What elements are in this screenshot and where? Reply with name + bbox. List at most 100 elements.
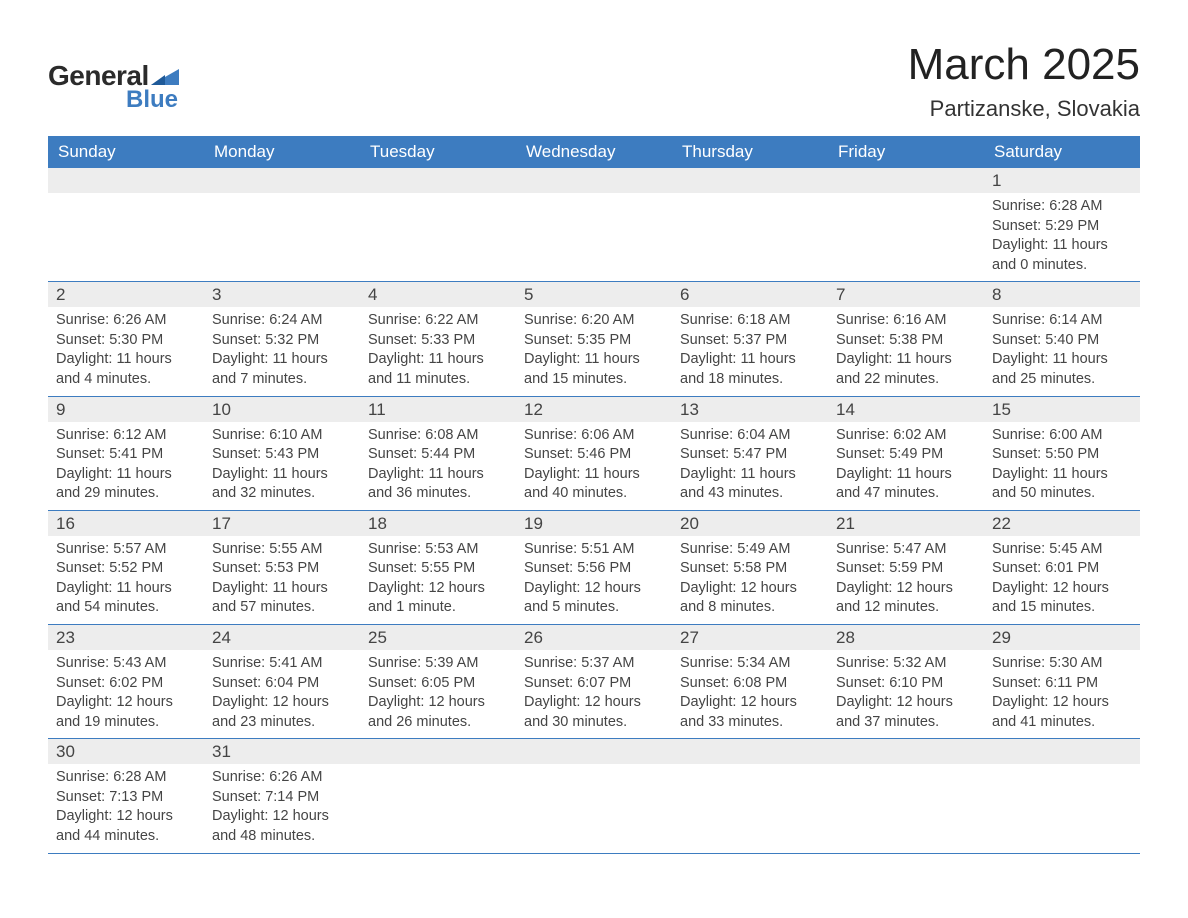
sunrise-line: Sunrise: 5:39 AM [368, 654, 508, 674]
sunset-line: Sunset: 6:02 PM [56, 674, 196, 694]
daylight-line: Daylight: 11 hours and 18 minutes. [680, 350, 820, 389]
daylight-line: Daylight: 11 hours and 4 minutes. [56, 350, 196, 389]
day-cell: 13Sunrise: 6:04 AMSunset: 5:47 PMDayligh… [672, 397, 828, 510]
sunrise-line: Sunrise: 6:06 AM [524, 426, 664, 446]
daylight-line: Daylight: 11 hours and 36 minutes. [368, 465, 508, 504]
day-cell: 7Sunrise: 6:16 AMSunset: 5:38 PMDaylight… [828, 282, 984, 395]
day-content: Sunrise: 6:04 AMSunset: 5:47 PMDaylight:… [672, 422, 828, 510]
daylight-line: Daylight: 11 hours and 29 minutes. [56, 465, 196, 504]
sunrise-line: Sunrise: 5:30 AM [992, 654, 1132, 674]
weekday-header: Monday [204, 136, 360, 168]
daylight-line: Daylight: 11 hours and 25 minutes. [992, 350, 1132, 389]
sunset-line: Sunset: 6:11 PM [992, 674, 1132, 694]
empty-cell [984, 739, 1140, 852]
daylight-line: Daylight: 12 hours and 37 minutes. [836, 693, 976, 732]
day-cell: 10Sunrise: 6:10 AMSunset: 5:43 PMDayligh… [204, 397, 360, 510]
daylight-line: Daylight: 12 hours and 41 minutes. [992, 693, 1132, 732]
day-cell: 2Sunrise: 6:26 AMSunset: 5:30 PMDaylight… [48, 282, 204, 395]
sunrise-line: Sunrise: 5:57 AM [56, 540, 196, 560]
sunset-line: Sunset: 5:52 PM [56, 559, 196, 579]
daylight-line: Daylight: 11 hours and 47 minutes. [836, 465, 976, 504]
day-content: Sunrise: 6:22 AMSunset: 5:33 PMDaylight:… [360, 307, 516, 395]
empty-cell [828, 168, 984, 281]
day-content: Sunrise: 6:02 AMSunset: 5:49 PMDaylight:… [828, 422, 984, 510]
empty-cell [516, 739, 672, 852]
day-cell: 15Sunrise: 6:00 AMSunset: 5:50 PMDayligh… [984, 397, 1140, 510]
day-content: Sunrise: 5:41 AMSunset: 6:04 PMDaylight:… [204, 650, 360, 738]
day-cell: 11Sunrise: 6:08 AMSunset: 5:44 PMDayligh… [360, 397, 516, 510]
sunset-line: Sunset: 6:04 PM [212, 674, 352, 694]
daylight-line: Daylight: 12 hours and 1 minute. [368, 579, 508, 618]
day-content: Sunrise: 6:18 AMSunset: 5:37 PMDaylight:… [672, 307, 828, 395]
day-cell: 4Sunrise: 6:22 AMSunset: 5:33 PMDaylight… [360, 282, 516, 395]
logo: General Blue [48, 60, 179, 114]
week-row: 2Sunrise: 6:26 AMSunset: 5:30 PMDaylight… [48, 281, 1140, 395]
day-cell: 14Sunrise: 6:02 AMSunset: 5:49 PMDayligh… [828, 397, 984, 510]
day-cell: 3Sunrise: 6:24 AMSunset: 5:32 PMDaylight… [204, 282, 360, 395]
empty-cell [828, 739, 984, 852]
day-number: 21 [828, 511, 984, 536]
sunset-line: Sunset: 5:43 PM [212, 445, 352, 465]
day-content: Sunrise: 6:20 AMSunset: 5:35 PMDaylight:… [516, 307, 672, 395]
daylight-line: Daylight: 12 hours and 26 minutes. [368, 693, 508, 732]
day-number: 4 [360, 282, 516, 307]
weeks-container: 1Sunrise: 6:28 AMSunset: 5:29 PMDaylight… [48, 168, 1140, 854]
sunrise-line: Sunrise: 6:28 AM [56, 768, 196, 788]
day-content: Sunrise: 6:26 AMSunset: 7:14 PMDaylight:… [204, 764, 360, 852]
logo-text-sub: Blue [126, 86, 178, 114]
sunrise-line: Sunrise: 5:55 AM [212, 540, 352, 560]
header: General Blue March 2025 Partizanske, Slo… [48, 40, 1140, 122]
sunrise-line: Sunrise: 6:02 AM [836, 426, 976, 446]
sunset-line: Sunset: 5:40 PM [992, 331, 1132, 351]
sunset-line: Sunset: 5:47 PM [680, 445, 820, 465]
day-number: 28 [828, 625, 984, 650]
daylight-line: Daylight: 12 hours and 5 minutes. [524, 579, 664, 618]
sunrise-line: Sunrise: 6:20 AM [524, 311, 664, 331]
sunset-line: Sunset: 5:37 PM [680, 331, 820, 351]
day-number: 27 [672, 625, 828, 650]
sunrise-line: Sunrise: 6:24 AM [212, 311, 352, 331]
day-number: 14 [828, 397, 984, 422]
day-cell: 30Sunrise: 6:28 AMSunset: 7:13 PMDayligh… [48, 739, 204, 852]
sunrise-line: Sunrise: 5:43 AM [56, 654, 196, 674]
daylight-line: Daylight: 11 hours and 7 minutes. [212, 350, 352, 389]
day-content: Sunrise: 5:49 AMSunset: 5:58 PMDaylight:… [672, 536, 828, 624]
day-number: 7 [828, 282, 984, 307]
weekday-header: Friday [828, 136, 984, 168]
sunset-line: Sunset: 5:56 PM [524, 559, 664, 579]
daylight-line: Daylight: 11 hours and 40 minutes. [524, 465, 664, 504]
sunrise-line: Sunrise: 5:45 AM [992, 540, 1132, 560]
empty-cell [360, 168, 516, 281]
day-content: Sunrise: 5:30 AMSunset: 6:11 PMDaylight:… [984, 650, 1140, 738]
day-number: 11 [360, 397, 516, 422]
day-cell: 23Sunrise: 5:43 AMSunset: 6:02 PMDayligh… [48, 625, 204, 738]
daylight-line: Daylight: 12 hours and 23 minutes. [212, 693, 352, 732]
sunset-line: Sunset: 5:49 PM [836, 445, 976, 465]
sunrise-line: Sunrise: 6:12 AM [56, 426, 196, 446]
day-cell: 28Sunrise: 5:32 AMSunset: 6:10 PMDayligh… [828, 625, 984, 738]
empty-day-bar [672, 739, 828, 764]
day-cell: 9Sunrise: 6:12 AMSunset: 5:41 PMDaylight… [48, 397, 204, 510]
day-number: 9 [48, 397, 204, 422]
sunrise-line: Sunrise: 6:22 AM [368, 311, 508, 331]
sunset-line: Sunset: 5:32 PM [212, 331, 352, 351]
empty-cell [672, 168, 828, 281]
day-cell: 29Sunrise: 5:30 AMSunset: 6:11 PMDayligh… [984, 625, 1140, 738]
daylight-line: Daylight: 12 hours and 19 minutes. [56, 693, 196, 732]
daylight-line: Daylight: 12 hours and 12 minutes. [836, 579, 976, 618]
day-cell: 5Sunrise: 6:20 AMSunset: 5:35 PMDaylight… [516, 282, 672, 395]
sunset-line: Sunset: 5:58 PM [680, 559, 820, 579]
day-content: Sunrise: 6:28 AMSunset: 7:13 PMDaylight:… [48, 764, 204, 852]
day-number: 5 [516, 282, 672, 307]
day-cell: 8Sunrise: 6:14 AMSunset: 5:40 PMDaylight… [984, 282, 1140, 395]
sunrise-line: Sunrise: 5:47 AM [836, 540, 976, 560]
empty-cell [516, 168, 672, 281]
day-number: 19 [516, 511, 672, 536]
sunset-line: Sunset: 6:05 PM [368, 674, 508, 694]
weekday-header: Tuesday [360, 136, 516, 168]
month-title: March 2025 [908, 40, 1140, 90]
sunset-line: Sunset: 7:14 PM [212, 788, 352, 808]
weekday-header-row: SundayMondayTuesdayWednesdayThursdayFrid… [48, 136, 1140, 168]
daylight-line: Daylight: 11 hours and 54 minutes. [56, 579, 196, 618]
sunset-line: Sunset: 5:50 PM [992, 445, 1132, 465]
